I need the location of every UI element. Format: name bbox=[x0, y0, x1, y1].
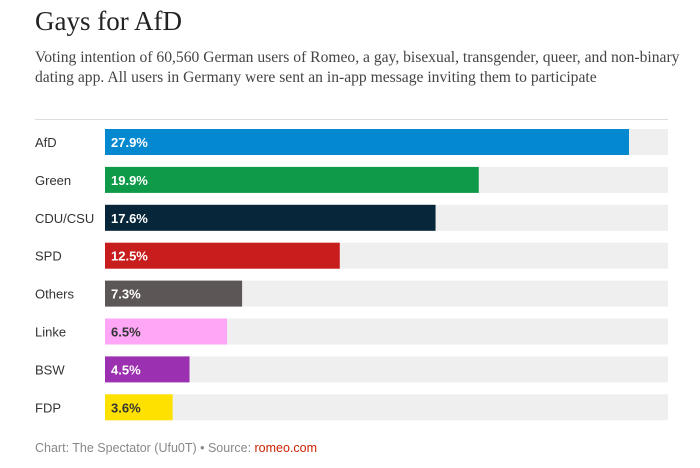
value-label-bsw: 4.5% bbox=[111, 362, 141, 377]
chart-subtitle: Voting intention of 60,560 German users … bbox=[35, 49, 680, 86]
bar-others bbox=[105, 280, 243, 307]
category-label-linke: Linke bbox=[35, 325, 66, 340]
category-label-green: Green bbox=[35, 173, 71, 188]
category-label-fdp: FDP bbox=[35, 400, 61, 415]
bar-green bbox=[105, 166, 479, 193]
value-label-linke: 6.5% bbox=[111, 325, 141, 340]
category-label-spd: SPD bbox=[35, 249, 62, 264]
category-label-cdu-csu: CDU/CSU bbox=[35, 211, 94, 226]
value-label-cdu-csu: 17.6% bbox=[111, 211, 148, 226]
bar-bsw bbox=[105, 356, 190, 383]
chart-title: Gays for AfD bbox=[35, 6, 182, 36]
category-label-afd: AfD bbox=[35, 135, 57, 150]
value-label-afd: 27.9% bbox=[111, 135, 148, 150]
bar-cdu-csu bbox=[105, 204, 436, 231]
value-label-green: 19.9% bbox=[111, 173, 148, 188]
divider bbox=[35, 119, 668, 120]
bar-afd bbox=[105, 129, 629, 155]
category-label-others: Others bbox=[35, 287, 75, 302]
bar-track-bsw bbox=[105, 356, 668, 383]
footer-credit: Chart: The Spectator (Ufu0T) • Source: bbox=[35, 441, 255, 455]
value-label-others: 7.3% bbox=[111, 287, 141, 302]
bar-spd bbox=[105, 242, 340, 269]
bar-fdp bbox=[105, 394, 173, 421]
chart-footer: Chart: The Spectator (Ufu0T) • Source: r… bbox=[35, 441, 317, 455]
category-label-bsw: BSW bbox=[35, 362, 65, 377]
bar-track-fdp bbox=[105, 394, 668, 421]
bar-linke bbox=[105, 318, 228, 345]
value-label-fdp: 3.6% bbox=[111, 400, 141, 415]
source-link[interactable]: romeo.com bbox=[254, 441, 318, 455]
value-label-spd: 12.5% bbox=[111, 249, 148, 264]
